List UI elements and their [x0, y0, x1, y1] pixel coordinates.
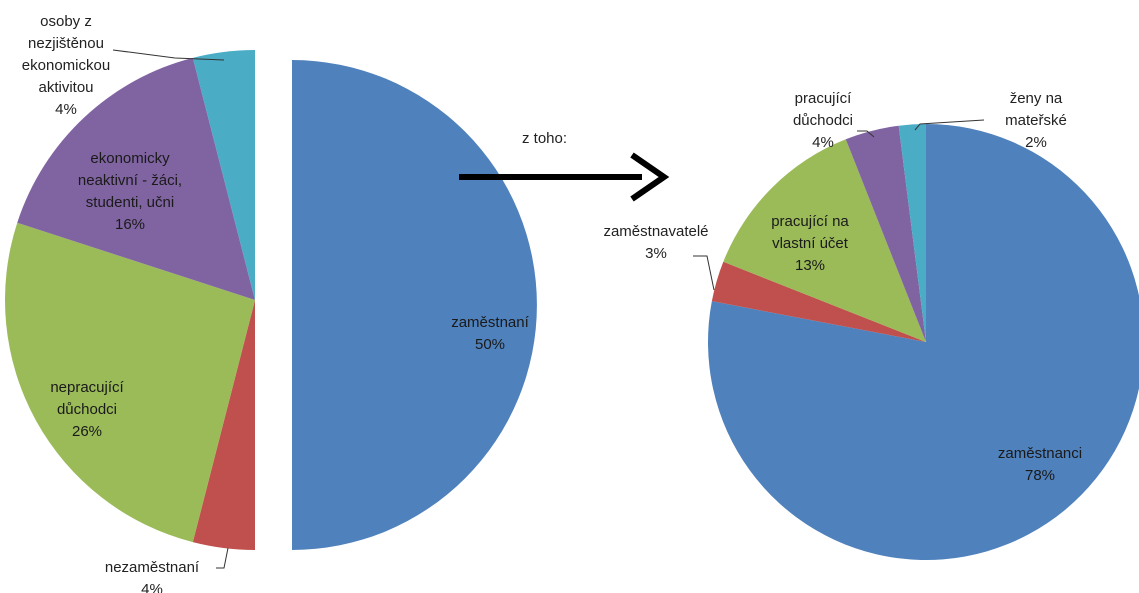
- pie-chart-employed-breakdown: zaměstnanci 78% zaměstnavatelé 3% pracující …: [603, 90, 1139, 560]
- pie1-label-nepracujici: nepracující důchodci 26%: [50, 379, 124, 440]
- pie2-label-line: důchodci: [793, 112, 853, 129]
- connector-label: z toho:: [522, 130, 567, 147]
- pie1-label-line: nezaměstnaní: [105, 559, 200, 576]
- pie2-slice-pracujici: [845, 125, 926, 342]
- pie2-label-line: 78%: [1025, 467, 1055, 484]
- pie1-label-line: 26%: [72, 423, 102, 440]
- leader-nezamestnani: [216, 547, 229, 569]
- pie2-label-zamestnanci: zaměstnanci 78%: [998, 445, 1082, 484]
- pie1-label-zamestnani: zaměstnaní 50%: [451, 314, 529, 353]
- pie2-label-line: 3%: [645, 245, 667, 262]
- pie1-label-line: nezjištěnou: [28, 35, 104, 52]
- leader-osoby: [112, 49, 225, 61]
- pie2-label-line: ženy na: [1010, 90, 1063, 107]
- pie2-label-line: zaměstnavatelé: [603, 223, 708, 240]
- pie1-label-osoby-z: osoby z nezjištěnou ekonomickou aktivitou 4%: [22, 13, 110, 118]
- pie1-label-line: zaměstnaní: [451, 314, 529, 331]
- pie2-label-line: vlastní účet: [772, 235, 849, 252]
- leader-pracujici-duchodci: [857, 130, 875, 138]
- pie1-slice-ekonomicky: [17, 57, 255, 300]
- pie1-label-ekonomicky: ekonomicky neaktivní - žáci, studenti, učn…: [78, 150, 182, 233]
- pie2-label-line: 13%: [795, 257, 825, 274]
- arrow-head: [630, 152, 670, 202]
- leader-lines: [112, 49, 985, 569]
- pie2-label-pracujici-na: pracující na vlastní účet 13%: [771, 213, 849, 274]
- leader-zamestnavatele: [693, 255, 715, 291]
- pie1-slice-nezamestnani: [192, 300, 255, 550]
- pie2-label-pracujici: pracující důchodci 4%: [793, 90, 853, 151]
- pie2-label-zeny-na: ženy na mateřské 2%: [1005, 90, 1067, 151]
- pie1-slice-zamestnani: [292, 60, 537, 550]
- pie1-label-line: 4%: [55, 101, 77, 118]
- connector: z toho:: [459, 130, 670, 202]
- pie1-label-line: ekonomickou: [22, 57, 110, 74]
- pie1-label-line: aktivitou: [38, 79, 93, 96]
- pie1-slice-osoby-z: [192, 50, 255, 300]
- pie2-label-line: zaměstnanci: [998, 445, 1082, 462]
- pie2-label-line: 4%: [812, 134, 834, 151]
- pie1-label-line: nepracující: [50, 379, 124, 396]
- pie1-label-line: 4%: [141, 581, 163, 593]
- pie2-label-line: pracující na: [771, 213, 849, 230]
- pie1-label-line: studenti, učni: [86, 194, 174, 211]
- pie1-label-line: osoby z: [40, 13, 92, 30]
- pie2-slice-pracujici-na: [723, 139, 926, 342]
- pie1-label-line: ekonomicky: [90, 150, 170, 167]
- pie2-label-line: 2%: [1025, 134, 1047, 151]
- pie2-slice-zeny-na: [898, 124, 926, 342]
- pie1-label-line: 16%: [115, 216, 145, 233]
- pie2-label-line: mateřské: [1005, 112, 1067, 129]
- pie1-slice-nepracujici: [5, 222, 256, 543]
- pie1-label-line: neaktivní - žáci,: [78, 172, 182, 189]
- leader-zeny: [914, 119, 985, 131]
- pie1-label-line: důchodci: [57, 401, 117, 418]
- pie-chart-economic-activity: zaměstnaní 50% nezaměstnaní 4% nepracující dů…: [5, 13, 537, 593]
- pie2-label-line: pracující: [795, 90, 853, 107]
- pie1-label-line: 50%: [475, 336, 505, 353]
- pie2-slice-zamestnanci: [708, 124, 1139, 560]
- pie2-label-zamestnavatele: zaměstnavatelé 3%: [603, 223, 708, 262]
- pie2-slice-zamestnavatele: [711, 261, 926, 342]
- pie1-label-nezamestnani: nezaměstnaní 4%: [105, 559, 200, 593]
